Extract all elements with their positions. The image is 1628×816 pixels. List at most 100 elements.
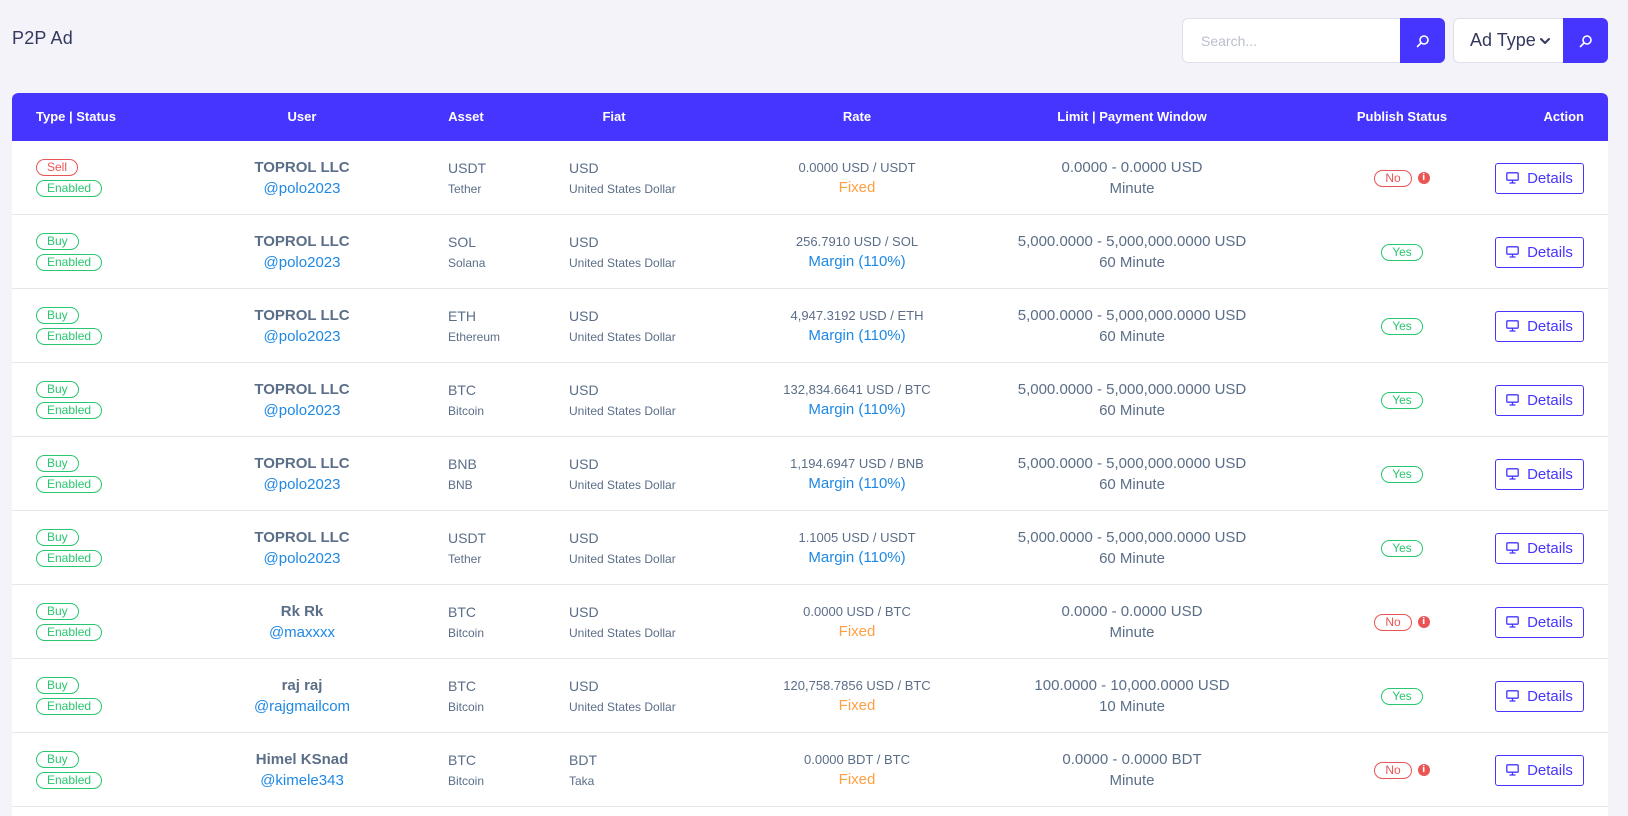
action-cell: Details: [1494, 363, 1584, 437]
status-badge: Enabled: [36, 772, 103, 789]
limit-range: 0.0000 - 0.0000 BDT: [1062, 751, 1202, 768]
search-button[interactable]: [1400, 18, 1445, 63]
fiat-cell: USD United States Dollar: [569, 437, 749, 511]
asset-code: BTC: [448, 604, 476, 620]
asset-code: BTC: [448, 382, 476, 398]
user-name: raj raj: [281, 677, 323, 694]
header-type-status: Type | Status: [36, 109, 116, 124]
type-badge: Buy: [36, 381, 79, 398]
limit-range: 5,000.0000 - 5,000,000.0000 USD: [1017, 381, 1247, 398]
rate-type: Fixed: [838, 771, 876, 788]
details-button[interactable]: Details: [1495, 532, 1584, 564]
details-button[interactable]: Details: [1495, 754, 1584, 786]
fiat-name: United States Dollar: [569, 626, 676, 640]
asset-cell: BNB BNB: [448, 437, 568, 511]
header-publish-status: Publish Status: [1356, 109, 1448, 124]
type-status-cell: Buy Enabled: [36, 659, 156, 733]
fiat-name: United States Dollar: [569, 404, 676, 418]
rate-type: Margin (110%): [808, 475, 906, 492]
rate-value: 0.0000 USD / BTC: [803, 604, 911, 619]
fiat-name: United States Dollar: [569, 256, 676, 270]
rate-value: 0.0000 BDT / BTC: [804, 752, 910, 767]
limit-cell: 5,000.0000 - 5,000,000.0000 USD 60 Minute: [972, 437, 1292, 511]
publish-status-cell: Yes: [1282, 289, 1522, 363]
fiat-code: USD: [569, 234, 599, 250]
ads-table: Type | Status User Asset Fiat Rate Limit…: [12, 93, 1608, 816]
rate-type: Margin (110%): [808, 549, 906, 566]
user-handle-link[interactable]: @polo2023: [263, 254, 341, 271]
payment-window: 60 Minute: [1099, 402, 1165, 419]
asset-name: Tether: [448, 182, 482, 196]
user-handle-link[interactable]: @rajgmailcom: [253, 698, 351, 715]
action-cell: Details: [1494, 437, 1584, 511]
asset-code: BNB: [448, 456, 477, 472]
asset-code: SOL: [448, 234, 477, 250]
details-button[interactable]: Details: [1495, 606, 1584, 638]
user-name: Rk Rk: [280, 603, 324, 620]
rate-type: Margin (110%): [808, 327, 906, 344]
search-input[interactable]: [1182, 18, 1400, 63]
publish-status-badge: Yes: [1381, 687, 1423, 705]
publish-status-wrap: Yes: [1381, 391, 1423, 409]
user-handle-link[interactable]: @maxxxx: [268, 624, 336, 641]
status-badge: Enabled: [36, 550, 103, 567]
action-cell: Details: [1494, 733, 1584, 807]
desktop-icon: [1506, 394, 1519, 406]
search-icon: [1579, 34, 1592, 47]
asset-name: Bitcoin: [448, 626, 485, 640]
status-badge: Enabled: [36, 402, 103, 419]
fiat-cell: USD United States Dollar: [569, 289, 749, 363]
fiat-code: USD: [569, 382, 599, 398]
asset-name: Bitcoin: [448, 404, 485, 418]
info-icon[interactable]: i: [1417, 616, 1430, 628]
user-name: TOPROL LLC: [254, 381, 350, 398]
user-handle-link[interactable]: @polo2023: [263, 476, 341, 493]
details-button[interactable]: Details: [1495, 680, 1584, 712]
desktop-icon: [1506, 246, 1519, 258]
ad-type-select-value: Ad Type: [1470, 30, 1536, 50]
search-group: [1182, 18, 1445, 63]
details-button-label: Details: [1527, 243, 1573, 261]
desktop-icon: [1506, 690, 1519, 702]
user-cell: Himel KSnad @kimele343: [182, 733, 422, 807]
info-icon[interactable]: i: [1417, 764, 1430, 776]
asset-cell: SOL Solana: [448, 215, 568, 289]
publish-status-wrap: No i: [1374, 613, 1430, 631]
user-handle-link[interactable]: @polo2023: [263, 402, 341, 419]
action-cell: Details: [1494, 511, 1584, 585]
page-title: P2P Ad: [12, 28, 73, 48]
fiat-code: USD: [569, 604, 599, 620]
status-badge: Enabled: [36, 476, 103, 493]
details-button[interactable]: Details: [1495, 236, 1584, 268]
fiat-cell: USD United States Dollar: [569, 363, 749, 437]
fiat-name: United States Dollar: [569, 182, 676, 196]
rate-value: 0.0000 USD / USDT: [798, 160, 916, 175]
fiat-cell: USD United States Dollar: [569, 215, 749, 289]
user-handle-link[interactable]: @polo2023: [263, 180, 341, 197]
rate-cell: 0.0000 USD / USDT Fixed: [732, 141, 982, 215]
desktop-icon: [1506, 616, 1519, 628]
rate-value: 1,194.6947 USD / BNB: [790, 456, 924, 471]
user-handle-link[interactable]: @kimele343: [260, 772, 344, 789]
info-icon[interactable]: i: [1417, 172, 1430, 184]
user-handle-link[interactable]: @polo2023: [263, 328, 341, 345]
rate-value: 120,758.7856 USD / BTC: [783, 678, 931, 693]
publish-status-badge: Yes: [1381, 317, 1423, 335]
details-button[interactable]: Details: [1495, 458, 1584, 490]
ad-type-select[interactable]: Ad Type: [1453, 18, 1563, 63]
type-status-cell: Buy Enabled: [36, 585, 156, 659]
payment-window: 60 Minute: [1099, 550, 1165, 567]
details-button-label: Details: [1527, 391, 1573, 409]
details-button[interactable]: Details: [1495, 310, 1584, 342]
asset-cell: BTC Bitcoin: [448, 659, 568, 733]
payment-window: 60 Minute: [1099, 476, 1165, 493]
publish-status-cell: Yes: [1282, 215, 1522, 289]
details-button[interactable]: Details: [1495, 162, 1584, 194]
publish-status-cell: Yes: [1282, 363, 1522, 437]
header-user: User: [287, 109, 317, 124]
filter-search-button[interactable]: [1563, 18, 1608, 63]
user-handle-link[interactable]: @polo2023: [263, 550, 341, 567]
type-status-cell: Buy Enabled: [36, 363, 156, 437]
rate-cell: 0.0000 USD / BTC Fixed: [732, 585, 982, 659]
details-button[interactable]: Details: [1495, 384, 1584, 416]
